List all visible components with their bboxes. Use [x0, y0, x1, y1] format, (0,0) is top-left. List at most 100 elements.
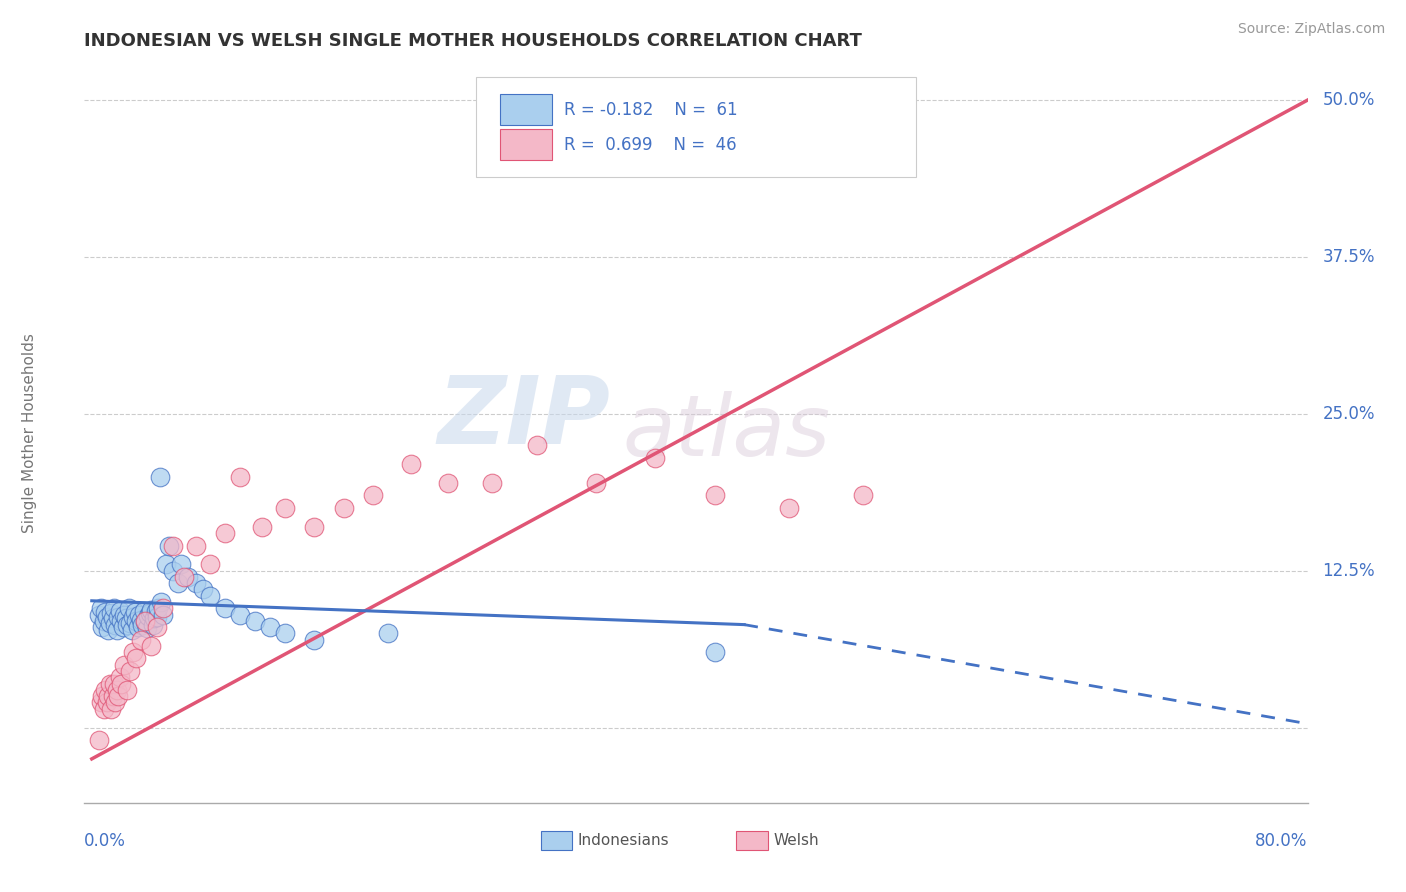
Point: [122, 610, 145, 624]
Point: [91, 689, 114, 703]
Text: R =  0.699    N =  46: R = 0.699 N = 46: [564, 136, 737, 153]
Text: 50.0%: 50.0%: [1322, 91, 1375, 109]
Point: [125, 614, 148, 628]
Point: [243, 614, 266, 628]
Point: [302, 632, 325, 647]
Point: [173, 570, 195, 584]
Point: [104, 695, 127, 709]
Point: [120, 616, 142, 631]
Point: [105, 682, 128, 697]
Point: [333, 500, 356, 515]
Point: [152, 607, 174, 622]
Point: [90, 601, 112, 615]
Point: [108, 604, 131, 618]
Point: [112, 607, 135, 622]
Text: 0.0%: 0.0%: [84, 832, 127, 850]
Text: 37.5%: 37.5%: [1322, 248, 1375, 266]
Point: [89, 607, 111, 622]
Point: [146, 620, 169, 634]
Point: [108, 670, 131, 684]
FancyBboxPatch shape: [737, 831, 768, 850]
Point: [107, 610, 129, 624]
Point: [127, 620, 149, 634]
Point: [200, 589, 222, 603]
Point: [111, 620, 134, 634]
Point: [145, 604, 167, 618]
Point: [110, 614, 132, 628]
Point: [778, 500, 800, 515]
Point: [214, 601, 236, 615]
Text: Welsh: Welsh: [773, 833, 818, 848]
Point: [131, 617, 153, 632]
Point: [94, 682, 117, 697]
Point: [100, 607, 122, 621]
Point: [157, 539, 180, 553]
Point: [134, 615, 156, 629]
Point: [150, 595, 173, 609]
Text: 25.0%: 25.0%: [1322, 405, 1375, 423]
Point: [644, 450, 666, 465]
Point: [129, 613, 152, 627]
Point: [703, 645, 725, 659]
Point: [142, 617, 165, 632]
Text: Source: ZipAtlas.com: Source: ZipAtlas.com: [1237, 22, 1385, 37]
Point: [118, 601, 141, 615]
Point: [152, 601, 174, 615]
Point: [98, 676, 121, 690]
Point: [170, 558, 193, 572]
Point: [229, 607, 252, 622]
Point: [103, 676, 125, 690]
Point: [97, 689, 120, 703]
Point: [302, 520, 325, 534]
Point: [273, 626, 295, 640]
Point: [120, 664, 142, 678]
Point: [143, 611, 166, 625]
Point: [105, 623, 128, 637]
FancyBboxPatch shape: [541, 831, 572, 850]
Point: [97, 623, 120, 637]
Point: [93, 701, 115, 715]
FancyBboxPatch shape: [475, 78, 917, 178]
Point: [481, 475, 503, 490]
Point: [94, 605, 117, 619]
Point: [184, 576, 207, 591]
Point: [149, 469, 172, 483]
Point: [162, 539, 184, 553]
Point: [91, 620, 114, 634]
Point: [214, 526, 236, 541]
Text: 80.0%: 80.0%: [1256, 832, 1308, 850]
Point: [273, 500, 295, 515]
Point: [184, 539, 207, 553]
Point: [191, 582, 214, 597]
Point: [259, 620, 281, 634]
FancyBboxPatch shape: [501, 129, 551, 161]
Point: [177, 570, 200, 584]
Text: INDONESIAN VS WELSH SINGLE MOTHER HOUSEHOLDS CORRELATION CHART: INDONESIAN VS WELSH SINGLE MOTHER HOUSEH…: [84, 32, 862, 50]
Text: atlas: atlas: [623, 391, 831, 475]
Text: Single Mother Households: Single Mother Households: [22, 333, 37, 533]
Point: [134, 614, 156, 628]
Point: [100, 701, 122, 715]
Point: [90, 695, 112, 709]
Point: [162, 564, 184, 578]
Point: [139, 639, 162, 653]
Point: [103, 601, 125, 615]
Point: [399, 457, 422, 471]
Point: [124, 605, 146, 619]
Point: [93, 614, 115, 628]
Point: [115, 611, 138, 625]
Point: [98, 616, 121, 631]
Point: [139, 602, 162, 616]
Point: [136, 608, 159, 623]
Text: ZIP: ZIP: [437, 372, 610, 464]
Point: [146, 610, 169, 624]
Point: [125, 651, 148, 665]
Point: [128, 607, 150, 622]
Point: [377, 626, 399, 640]
Point: [585, 475, 607, 490]
Point: [252, 520, 274, 534]
Point: [117, 617, 139, 632]
Point: [166, 576, 188, 591]
Text: 12.5%: 12.5%: [1322, 562, 1375, 580]
Point: [122, 645, 145, 659]
